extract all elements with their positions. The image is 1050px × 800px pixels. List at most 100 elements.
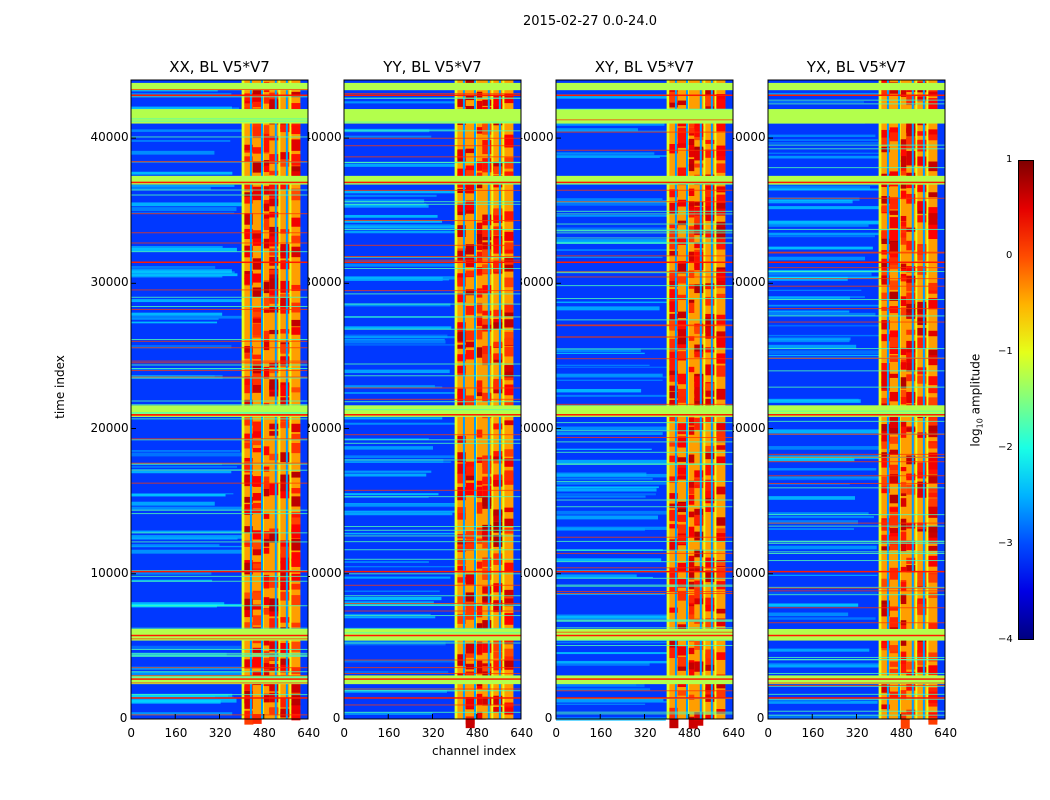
bright-blob (465, 482, 475, 495)
bright-blob (677, 167, 687, 175)
noise-row (344, 438, 429, 440)
bright-blob (669, 524, 679, 529)
bright-blob (291, 327, 301, 335)
noise-row (131, 129, 243, 132)
noise-row (131, 549, 259, 554)
bright-blob (906, 240, 916, 251)
noise-row (556, 495, 646, 498)
noise-row (556, 472, 647, 477)
bright-blob (694, 514, 704, 525)
bright-blob (928, 355, 938, 366)
noise-row (768, 296, 850, 300)
flagged-row (131, 308, 308, 310)
bright-blob (688, 201, 698, 207)
bright-blob (263, 446, 273, 456)
flagged-row (344, 156, 521, 158)
y-tick-label: 0 (756, 711, 765, 725)
bright-blob (694, 531, 704, 541)
bright-blob (482, 123, 492, 135)
bright-blob (457, 391, 467, 404)
bright-blob (694, 390, 704, 401)
flagged-row (344, 667, 521, 669)
noise-row (344, 503, 468, 508)
bright-blob (244, 251, 254, 258)
noise-row (768, 142, 883, 144)
bright-blob (493, 226, 503, 236)
flagged-row (131, 697, 308, 699)
bright-blob (677, 238, 687, 245)
noise-row (768, 603, 859, 607)
bright-blob (906, 484, 916, 495)
bright-blob (900, 531, 910, 544)
bright-blob (269, 273, 279, 280)
bright-blob (244, 442, 254, 449)
bright-blob (705, 499, 715, 504)
bright-blob (688, 569, 698, 580)
bright-blob (252, 323, 262, 335)
noise-row (768, 458, 855, 462)
noise-row (131, 269, 232, 273)
noise-row (768, 574, 878, 576)
bright-blob (263, 367, 273, 379)
channel-gap (886, 80, 889, 719)
bright-blob (688, 284, 698, 289)
cyan-row (556, 627, 733, 629)
bright-blob (291, 387, 301, 393)
bright-blob (928, 687, 938, 692)
flagged-row (768, 475, 945, 477)
bright-blob (280, 382, 290, 388)
noise-row (131, 530, 247, 533)
bright-blob (504, 458, 514, 467)
bright-blob (457, 541, 467, 551)
bright-blob (504, 598, 514, 607)
bright-blob (688, 417, 698, 426)
bright-blob (291, 125, 301, 135)
bright-blob (263, 638, 273, 646)
noise-row (556, 574, 637, 578)
bright-blob (482, 620, 492, 631)
bright-blob (476, 316, 486, 321)
cyan-row (131, 364, 308, 366)
bright-blob (889, 567, 899, 580)
bright-blob (716, 186, 726, 193)
flagged-row (768, 357, 945, 359)
flagged-row (344, 678, 521, 680)
bright-blob (493, 451, 503, 461)
bright-blob (881, 196, 891, 204)
noise-row (556, 432, 663, 435)
bright-blob (677, 220, 687, 226)
noise-row (768, 399, 861, 403)
bright-blob (881, 704, 891, 710)
bright-blob (900, 690, 910, 700)
noise-row (768, 354, 884, 357)
bright-blob (482, 557, 492, 567)
bright-blob (482, 538, 492, 549)
bright-blob (482, 319, 492, 331)
flagged-row (556, 437, 733, 439)
flagged-row (556, 591, 733, 593)
bright-blob (269, 707, 279, 715)
bright-blob (677, 142, 687, 148)
flagged-row (768, 321, 945, 323)
noise-row (131, 202, 258, 207)
bright-blob (705, 387, 715, 397)
bright-blob (694, 418, 704, 430)
noise-row (768, 338, 850, 343)
bright-blob (928, 492, 938, 498)
bright-blob (694, 125, 704, 137)
bright-blob (280, 668, 290, 673)
flagged-row (556, 149, 733, 151)
bright-blob (280, 479, 290, 492)
bright-blob (688, 302, 698, 313)
bright-blob (493, 104, 503, 112)
bright-blob (889, 507, 899, 512)
x-tick-label: 480 (889, 726, 913, 740)
bright-blob (900, 347, 910, 355)
bright-blob (504, 260, 514, 272)
cyan-row (344, 549, 521, 551)
bright-blob (906, 661, 916, 670)
noise-row (556, 128, 638, 132)
noise-row (556, 215, 679, 217)
noise-row (131, 695, 229, 697)
bright-blob (906, 671, 916, 678)
